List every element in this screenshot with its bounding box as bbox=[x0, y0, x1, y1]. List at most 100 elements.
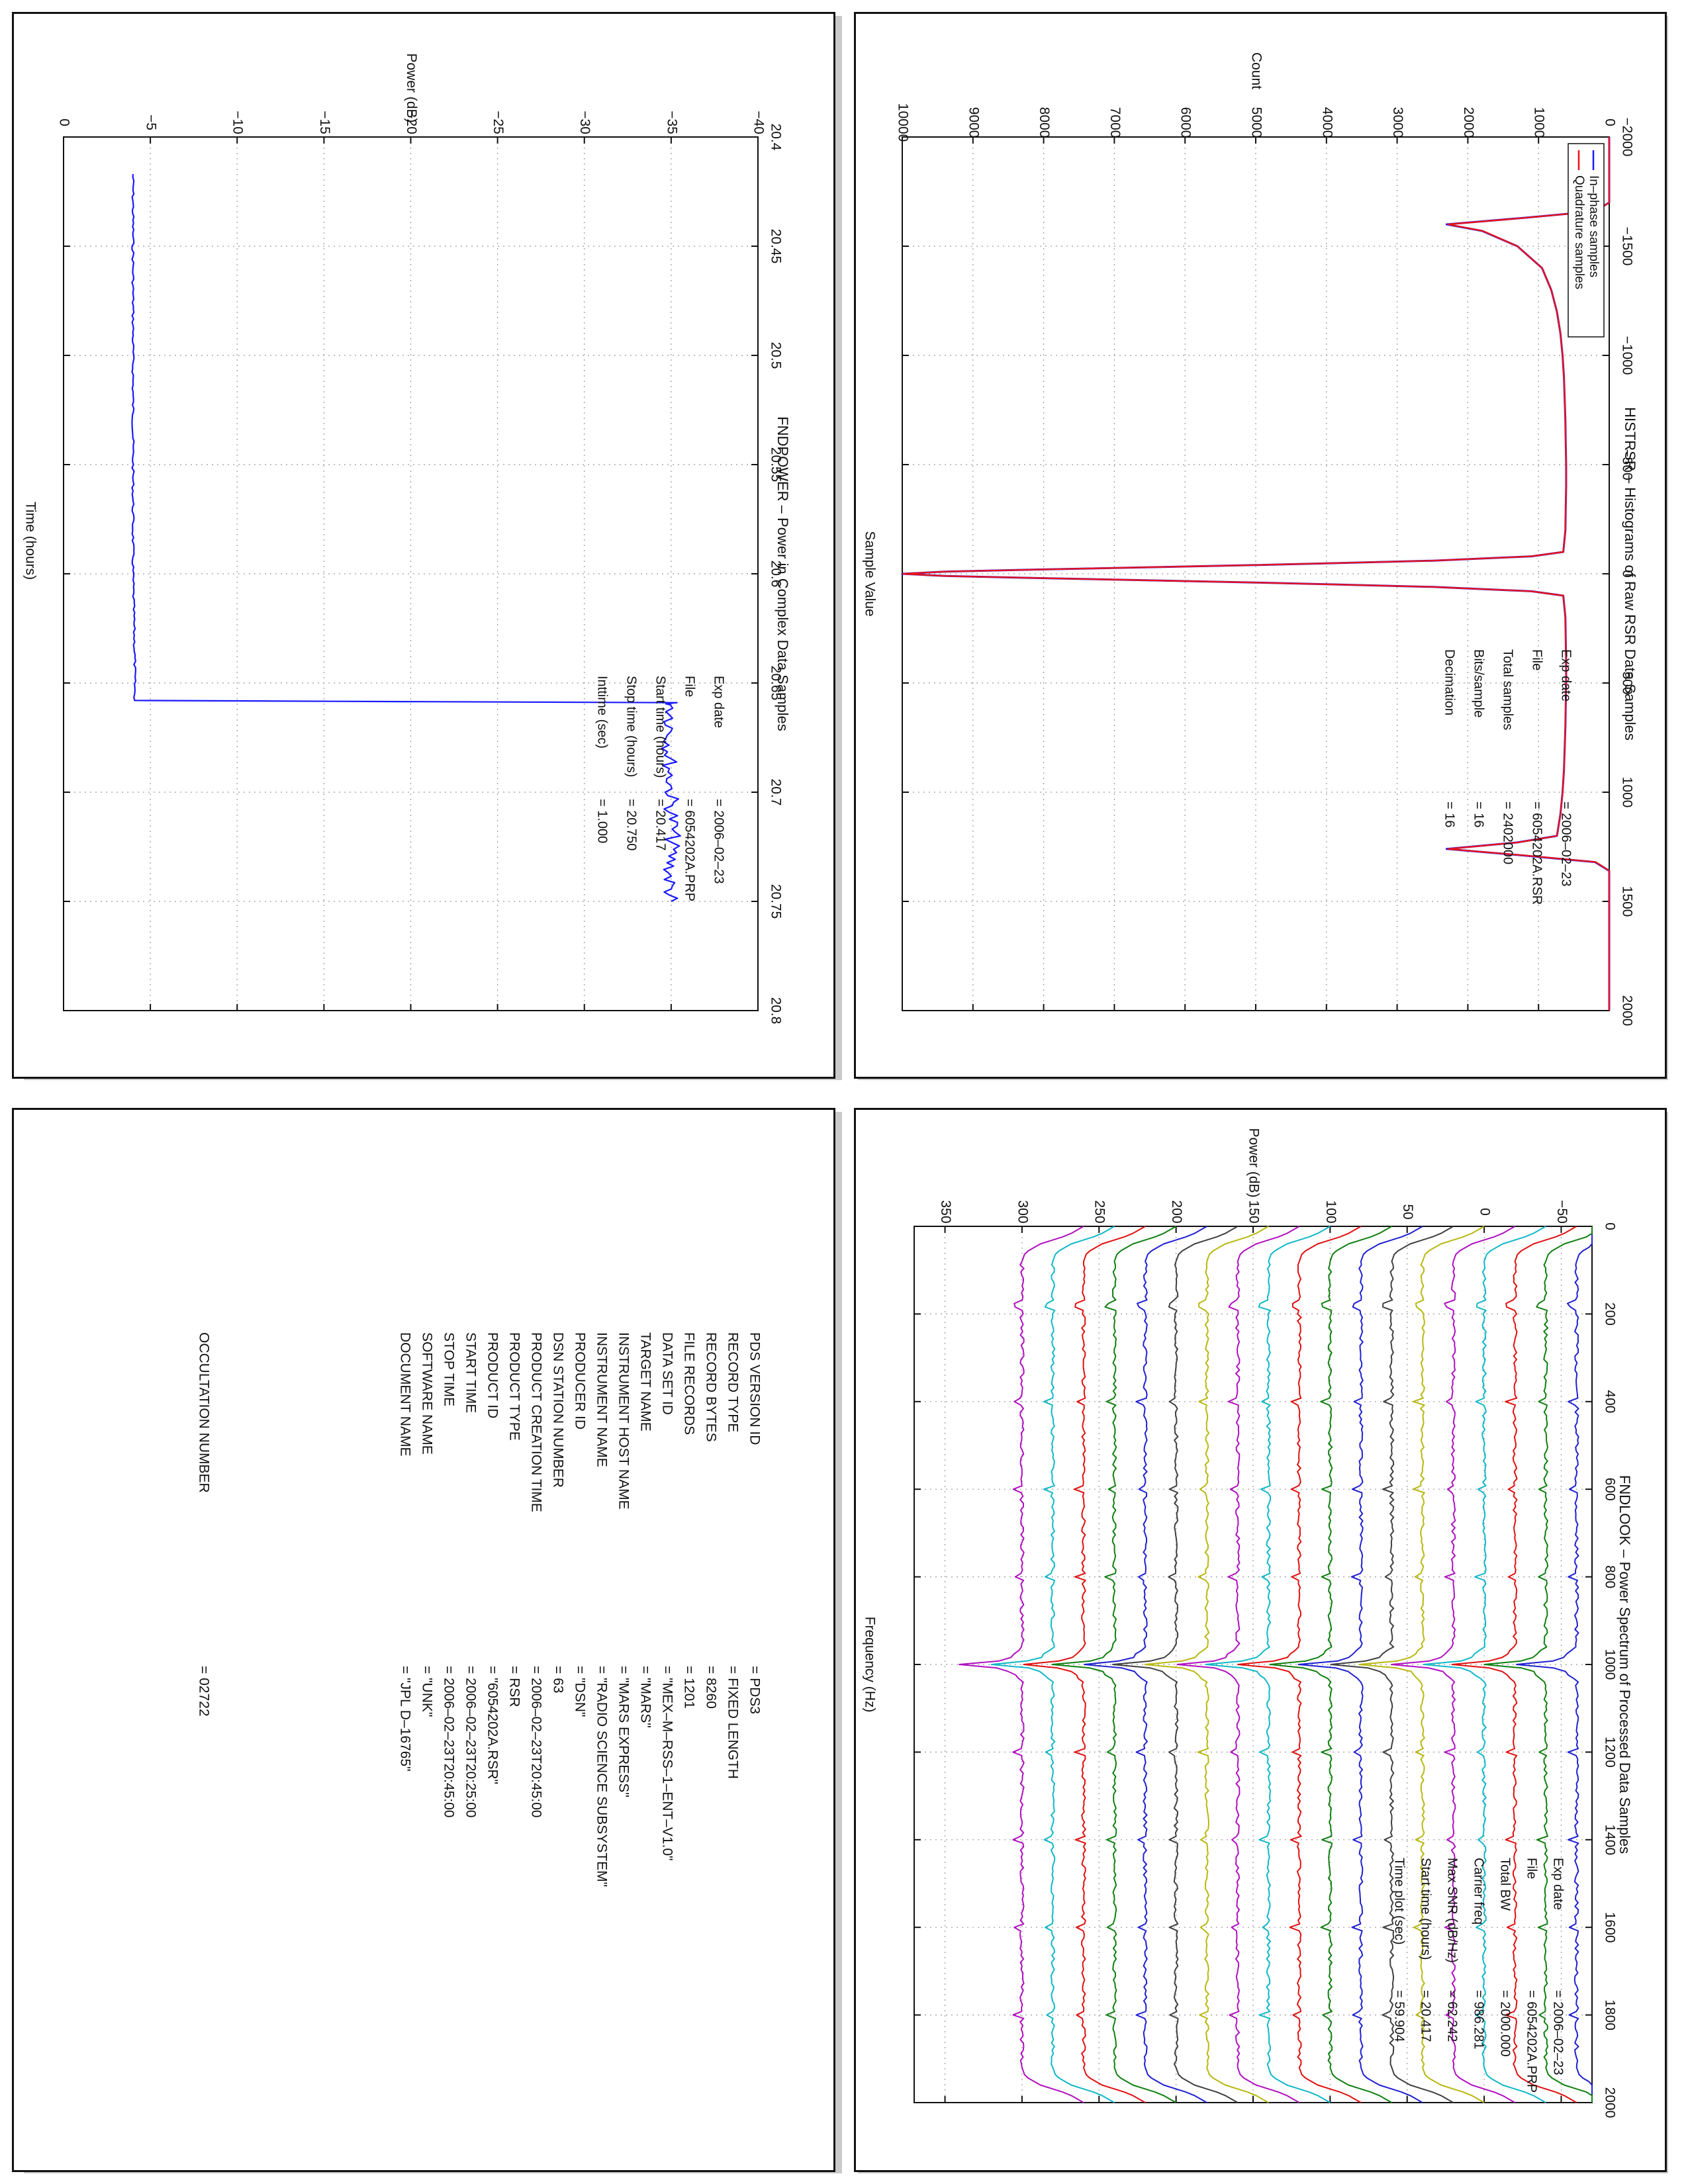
fndlook-trace-line bbox=[1483, 1226, 1593, 2103]
fndpower-panel: 20.4 20.45 20.5 20.55 20.6 20.65 20.7 20.75 20.8… bbox=[12, 12, 835, 1079]
histrsr-y-tick-label: 4000 bbox=[1319, 107, 1335, 138]
label-value: = "6054202A.RSR" bbox=[485, 1666, 500, 1784]
fndpower-y-tick-label: −40 bbox=[751, 111, 766, 134]
label-value: = 2006–02–23T20:45:00 bbox=[441, 1666, 456, 1817]
histrsr-y-tick-label: 7000 bbox=[1107, 107, 1123, 138]
histrsr-annotation-label: Bits/sample bbox=[1472, 649, 1486, 717]
fndlook-trace-line bbox=[1051, 1226, 1177, 2103]
fndpower-annotation-label: Exp date bbox=[712, 676, 726, 728]
fndlook-trace-line bbox=[1269, 1226, 1392, 2103]
histrsr-x-tick-label: 0 bbox=[1619, 570, 1634, 578]
fndlook-x-tick-label: 400 bbox=[1602, 1390, 1617, 1413]
histrsr-y-tick-label: 8000 bbox=[1037, 107, 1052, 138]
fndlook-annotation-value: = 20.417 bbox=[1419, 1990, 1433, 2042]
label-key: RECORD TYPE bbox=[725, 1332, 740, 1432]
histrsr-annotation-value: = 2006–02–23 bbox=[1559, 801, 1573, 886]
fndpower-annotation-value: = 20.750 bbox=[624, 799, 639, 850]
fndlook-annotation-value: = 2006–02–23 bbox=[1551, 1990, 1566, 2075]
histrsr-annotation-value: = 16 bbox=[1472, 801, 1486, 827]
histrsr-legend-entry: Quadrature samples bbox=[1572, 175, 1586, 289]
fndlook-trace-line bbox=[1358, 1226, 1485, 2103]
fndlook-annotation-value: = 6054202A.PRP bbox=[1524, 1990, 1539, 2093]
fndpower-annotation-label: Start time (hours) bbox=[653, 676, 668, 778]
label-key: DOCUMENT NAME bbox=[397, 1332, 412, 1456]
fndlook-trace-line bbox=[959, 1226, 1084, 2103]
label-value: = PDS3 bbox=[747, 1666, 762, 1714]
fndpower-series-line bbox=[131, 174, 681, 902]
histrsr-panel: −2000 −1500 −1000 −500 0 500 1000 1500 2000 0 1000… bbox=[854, 12, 1667, 1079]
histrsr-y-tick-label: 0 bbox=[1602, 118, 1617, 126]
fndpower-annotation-label: Stop time (hours) bbox=[624, 676, 639, 777]
label-value: = "DSN" bbox=[572, 1666, 587, 1717]
fndlook-x-tick-label: 1800 bbox=[1602, 1999, 1617, 2030]
label-value: = "JPL D–16765" bbox=[397, 1666, 412, 1772]
fndpower-title: FNDPOWER – Power in Complex Data Samples bbox=[774, 416, 791, 731]
fndpower-y-tick-label: −20 bbox=[404, 111, 419, 134]
fndlook-x-tick-label: 1600 bbox=[1602, 1912, 1617, 1943]
fndpower-y-tick-label: −25 bbox=[491, 111, 506, 134]
fndlook-x-tick-label: 1000 bbox=[1602, 1649, 1617, 1680]
fndpower-y-tick-label: −5 bbox=[144, 114, 159, 130]
fndlook-x-tick-label: 1200 bbox=[1602, 1737, 1617, 1768]
fndlook-y-tick-label: 200 bbox=[1169, 1200, 1184, 1223]
label-key: SOFTWARE NAME bbox=[419, 1332, 434, 1455]
histrsr-x-tick-label: −2000 bbox=[1619, 118, 1634, 157]
fndlook-y-tick-label: 0 bbox=[1477, 1208, 1493, 1216]
histrsr-y-tick-label: 6000 bbox=[1178, 107, 1194, 138]
fndlook-trace-line bbox=[1423, 1226, 1546, 2103]
label-key: PDS VERSION ID bbox=[747, 1332, 762, 1445]
label-value: = FIXED LENGTH bbox=[725, 1666, 740, 1779]
fndpower-annotation-value: = 1.000 bbox=[595, 799, 610, 843]
fndlook-trace-line bbox=[1237, 1226, 1362, 2103]
label-value: = "MARS" bbox=[637, 1666, 653, 1728]
fndlook-annotation-label: Carrier freq bbox=[1472, 1858, 1486, 1925]
fndlook-trace-line bbox=[1023, 1226, 1146, 2103]
fndlook-x-tick-label: 800 bbox=[1602, 1565, 1617, 1588]
fndlook-y-tick-label: 50 bbox=[1400, 1204, 1415, 1219]
histrsr-x-tick-label: −1000 bbox=[1619, 336, 1634, 375]
fndpower-annotation-value: = 6054202A.PRP bbox=[682, 799, 697, 901]
fndlook-trace-line bbox=[1516, 1226, 1593, 2103]
fndlook-title: FNDLOOK – Power Spectrum of Processed Da… bbox=[1617, 1475, 1633, 1854]
fndpower-chart: 20.4 20.45 20.5 20.55 20.6 20.65 20.7 20.75 20.8… bbox=[23, 53, 791, 1024]
label-value: = 1201 bbox=[681, 1666, 696, 1709]
histrsr-x-tick-label: 1500 bbox=[1619, 886, 1634, 917]
histrsr-legend bbox=[1568, 143, 1605, 338]
label-key: INSTRUMENT NAME bbox=[594, 1332, 609, 1467]
fndlook-annotation-value: = 62.242 bbox=[1445, 1990, 1460, 2042]
label-key: PRODUCER ID bbox=[572, 1332, 587, 1430]
fndpower-annotation-label: Inttime (sec) bbox=[595, 676, 610, 749]
histrsr-ylabel: Count bbox=[1248, 52, 1264, 89]
label-value: = "RADIO SCIENCE SUBSYSTEM" bbox=[594, 1666, 609, 1887]
fndpower-x-tick-label: 20.45 bbox=[768, 229, 783, 264]
label-key: OCCULTATION NUMBER bbox=[196, 1332, 211, 1493]
fndpower-axes-box bbox=[63, 136, 759, 1011]
histrsr-x-tick-label: −500 bbox=[1619, 449, 1634, 480]
label-key: INSTRUMENT HOST NAME bbox=[616, 1332, 631, 1510]
histrsr-title: HISTRSR – Histograms of Raw RSR Data Sam… bbox=[1622, 407, 1638, 741]
fndlook-x-tick-label: 200 bbox=[1602, 1302, 1617, 1326]
histrsr-annotation-value: = 16 bbox=[1442, 801, 1457, 827]
fndlook-x-tick-label: 1400 bbox=[1602, 1824, 1617, 1855]
label-value: = 02722 bbox=[196, 1666, 211, 1717]
histrsr-y-tick-label: 3000 bbox=[1390, 107, 1405, 138]
label-value: = 63 bbox=[550, 1666, 565, 1693]
fndpower-y-tick-label: 0 bbox=[56, 118, 71, 126]
fndlook-trace-line bbox=[990, 1226, 1115, 2103]
fndlook-trace-line bbox=[1144, 1226, 1269, 2103]
histrsr-y-tick-label: 5000 bbox=[1248, 107, 1264, 138]
histrsr-annotation-value: = 6054202A.RSR bbox=[1530, 801, 1544, 905]
label-key: PRODUCT ID bbox=[485, 1332, 500, 1418]
fndlook-ylabel: Power (dB) bbox=[1246, 1128, 1261, 1197]
fndlook-x-tick-label: 2000 bbox=[1602, 2087, 1617, 2118]
fndpower-y-tick-label: −10 bbox=[230, 111, 246, 134]
histrsr-xlabel: Sample Value bbox=[862, 531, 877, 616]
fndlook-x-tick-label: 600 bbox=[1602, 1478, 1617, 1501]
label-value: = 2006–02–23T20:25:00 bbox=[463, 1666, 478, 1817]
histrsr-x-tick-label: 2000 bbox=[1619, 995, 1634, 1026]
label-panel: PDS VERSION ID = PDS3 RECORD TYPE = FIXED L… bbox=[12, 1108, 835, 2172]
histrsr-y-tick-label: 1000 bbox=[1532, 107, 1547, 138]
label-value: = 2006–02–23T20:45:00 bbox=[528, 1666, 543, 1817]
fndlook-annotation-value: = 986.281 bbox=[1472, 1990, 1486, 2050]
label-key: DSN STATION NUMBER bbox=[550, 1332, 565, 1488]
